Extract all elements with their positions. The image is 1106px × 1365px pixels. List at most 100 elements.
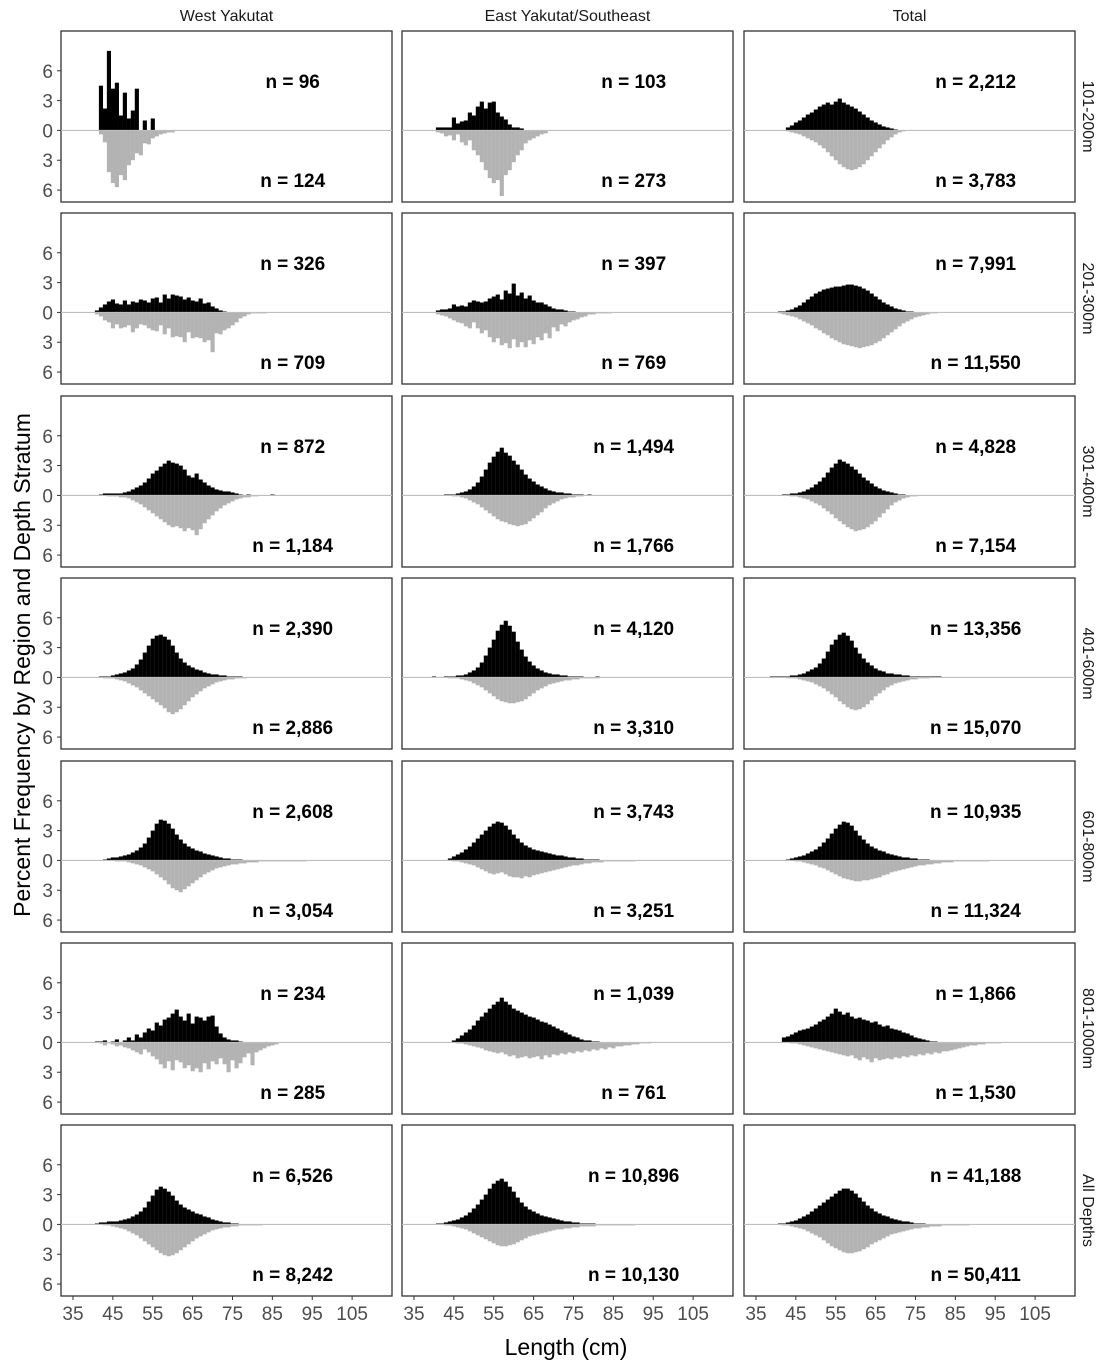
- lower-histogram-bar: [467, 130, 472, 141]
- row-strip-label: 601-800m: [1079, 810, 1096, 882]
- lower-histogram-bar: [877, 677, 882, 694]
- upper-histogram-bar: [154, 635, 159, 678]
- upper-histogram-bar: [551, 854, 556, 861]
- lower-histogram-bar: [865, 860, 870, 881]
- upper-histogram-bar: [515, 838, 520, 861]
- upper-histogram-bar: [563, 310, 568, 313]
- lower-histogram-bar: [246, 312, 251, 315]
- upper-histogram-bar: [519, 292, 524, 313]
- upper-histogram-bar: [801, 1216, 806, 1225]
- lower-sample-size-label: n = 1,184: [252, 536, 333, 557]
- x-tick-label: 105: [1019, 1304, 1051, 1325]
- lower-histogram-bar: [869, 860, 874, 880]
- upper-histogram-bar: [507, 124, 512, 131]
- upper-histogram-bar: [913, 1037, 918, 1043]
- lower-histogram-bar: [805, 677, 810, 682]
- upper-histogram-bar: [142, 1207, 147, 1225]
- upper-histogram-bar: [186, 1013, 191, 1043]
- upper-histogram-bar: [483, 830, 488, 861]
- upper-histogram-bar: [102, 1040, 108, 1043]
- upper-histogram-bar: [563, 675, 568, 678]
- lower-histogram-bar: [825, 495, 830, 512]
- upper-histogram-bar: [487, 647, 492, 678]
- lower-histogram-bar: [893, 1224, 898, 1234]
- upper-histogram-bar: [98, 307, 104, 313]
- lower-histogram-bar: [547, 860, 552, 872]
- column-strip-label: West Yakutat: [180, 8, 274, 25]
- lower-histogram-bar: [535, 495, 540, 516]
- lower-histogram-bar: [218, 1224, 223, 1229]
- lower-histogram-bar: [627, 1042, 632, 1046]
- upper-histogram-bar: [901, 857, 906, 861]
- lower-histogram-bar: [250, 860, 255, 863]
- lower-histogram-bar: [467, 1224, 472, 1232]
- lower-histogram-bar: [813, 1224, 818, 1236]
- lower-histogram-bar: [198, 860, 203, 878]
- lower-sample-size-label: n = 3,054: [252, 901, 333, 922]
- lower-histogram-bar: [475, 860, 480, 868]
- lower-histogram-bar: [821, 495, 826, 509]
- lower-histogram-bar: [154, 495, 159, 517]
- upper-histogram-bar: [865, 480, 870, 496]
- lower-histogram-bar: [246, 860, 251, 863]
- upper-histogram-bar: [889, 1028, 894, 1043]
- upper-histogram-bar: [206, 485, 211, 496]
- lower-histogram-bar: [154, 1224, 159, 1251]
- upper-histogram-bar: [885, 491, 890, 496]
- upper-histogram-bar: [897, 856, 902, 861]
- upper-histogram-bar: [471, 1208, 476, 1225]
- column-strip-label: Total: [893, 8, 927, 25]
- lower-histogram-bar: [837, 1042, 842, 1055]
- upper-histogram-bar: [817, 846, 822, 861]
- upper-histogram-bar: [805, 1214, 810, 1225]
- upper-histogram-bar: [813, 484, 818, 496]
- upper-histogram-bar: [491, 639, 496, 678]
- lower-histogram-bar: [535, 1042, 540, 1057]
- lower-histogram-bar: [841, 312, 846, 345]
- upper-histogram-bar: [495, 630, 500, 678]
- upper-histogram-bar: [853, 285, 858, 313]
- upper-histogram-bar: [817, 1205, 822, 1225]
- upper-histogram-bar: [138, 1211, 143, 1225]
- row-strip-label: 301-400m: [1079, 445, 1096, 517]
- upper-histogram-bar: [130, 301, 135, 313]
- upper-histogram-bar: [463, 849, 468, 861]
- upper-histogram-bar: [206, 854, 211, 861]
- lower-histogram-bar: [559, 677, 564, 682]
- upper-histogram-bar: [547, 306, 552, 313]
- lower-histogram-bar: [130, 312, 135, 333]
- x-tick-label: 55: [825, 1304, 846, 1325]
- lower-histogram-bar: [909, 1042, 914, 1056]
- upper-histogram-bar: [857, 473, 862, 496]
- x-axis-title: Length (cm): [505, 1334, 628, 1360]
- lower-histogram-bar: [539, 860, 544, 874]
- lower-histogram-bar: [499, 312, 504, 346]
- upper-histogram-bar: [503, 620, 508, 678]
- lower-histogram-bar: [841, 130, 846, 168]
- upper-histogram-bar: [483, 108, 488, 131]
- lower-histogram-bar: [523, 495, 528, 525]
- lower-histogram-bar: [527, 312, 532, 341]
- lower-histogram-bar: [182, 677, 187, 706]
- upper-histogram-bar: [801, 302, 806, 313]
- upper-histogram-bar: [845, 822, 850, 861]
- upper-histogram-bar: [841, 102, 846, 131]
- upper-histogram-bar: [551, 1218, 556, 1225]
- upper-histogram-bar: [865, 117, 870, 131]
- lower-histogram-bar: [841, 860, 846, 879]
- y-tick-label: 3: [42, 1245, 53, 1266]
- lower-histogram-bar: [801, 130, 806, 137]
- lower-histogram-bar: [535, 677, 540, 691]
- upper-histogram-bar: [507, 1004, 512, 1043]
- upper-sample-size-label: n = 103: [601, 72, 666, 93]
- upper-histogram-bar: [877, 488, 882, 496]
- lower-sample-size-label: n = 7,154: [935, 536, 1016, 557]
- upper-histogram-bar: [837, 98, 842, 131]
- upper-histogram-bar: [861, 114, 866, 131]
- y-tick-label: 6: [42, 1093, 53, 1114]
- lower-histogram-bar: [801, 495, 806, 499]
- lower-histogram-bar: [889, 677, 894, 686]
- lower-histogram-bar: [491, 130, 496, 184]
- upper-histogram-bar: [789, 309, 794, 313]
- lower-histogram-bar: [933, 860, 938, 864]
